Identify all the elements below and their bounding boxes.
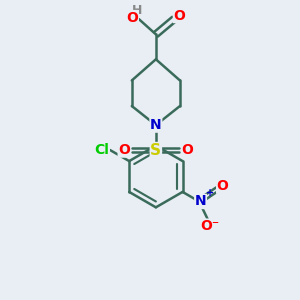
Text: S: S <box>150 142 161 158</box>
Text: Cl: Cl <box>94 143 109 157</box>
Text: N: N <box>150 118 162 132</box>
Text: O: O <box>182 143 194 157</box>
Text: +: + <box>206 188 214 198</box>
Text: O: O <box>217 179 229 193</box>
Text: O: O <box>126 11 138 25</box>
Text: O: O <box>173 8 185 22</box>
Text: H: H <box>132 4 142 17</box>
Text: O⁻: O⁻ <box>200 219 219 233</box>
Text: O: O <box>118 143 130 157</box>
Text: N: N <box>195 194 206 208</box>
